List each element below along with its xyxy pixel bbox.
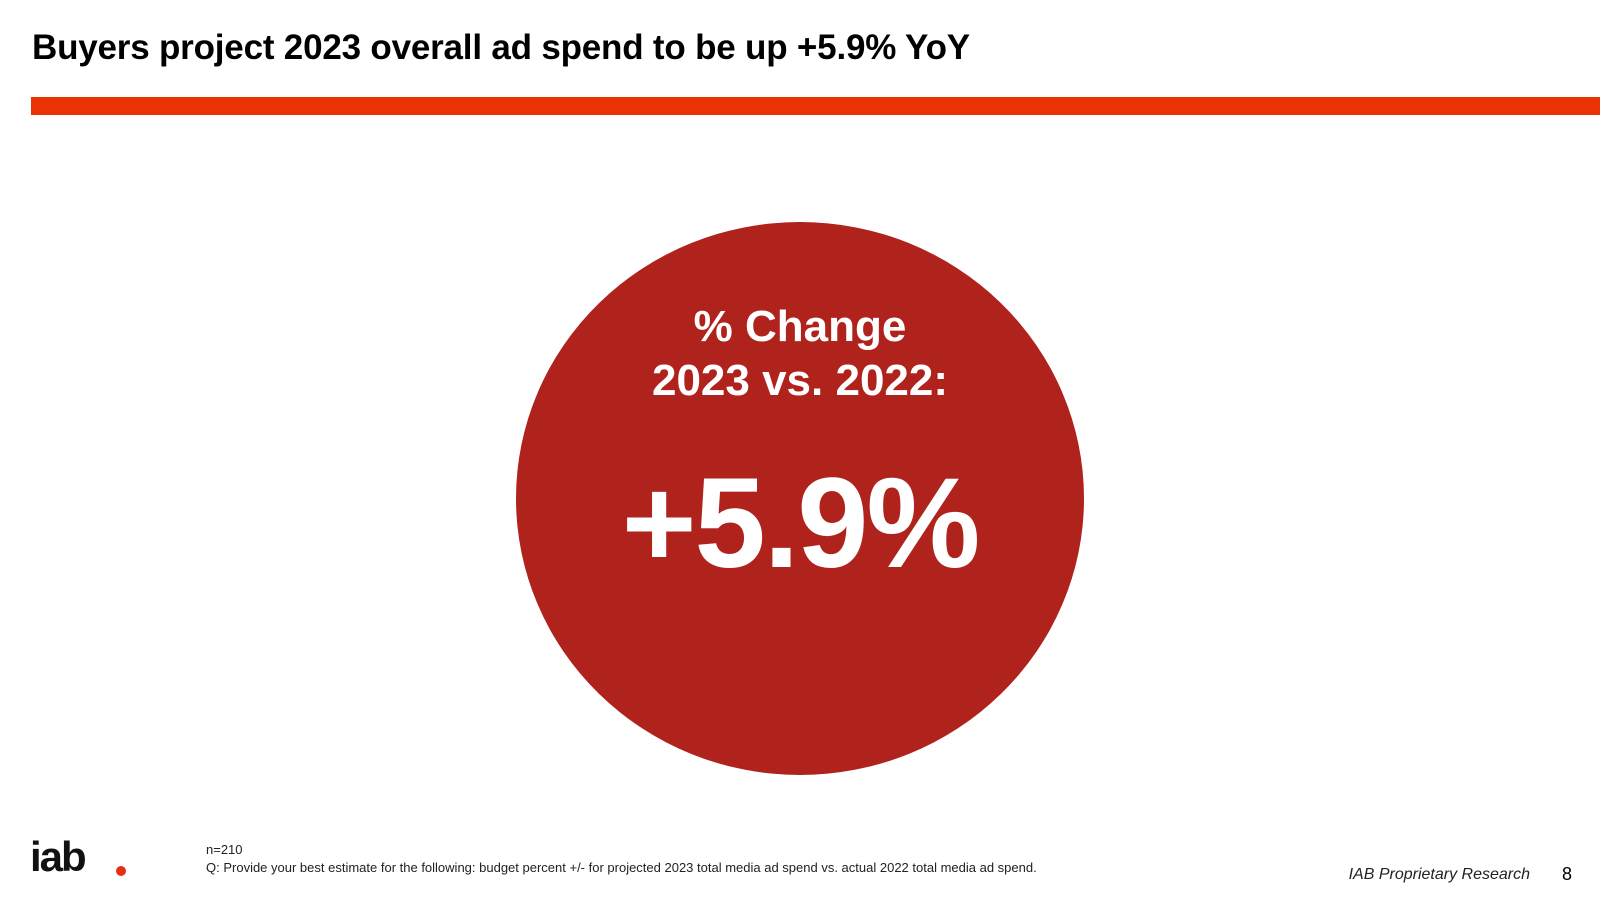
stat-label-line1: % Change — [693, 302, 907, 351]
stat-value: +5.9% — [621, 452, 981, 595]
iab-logo-dot — [116, 866, 126, 876]
iab-logo-text: iab — [30, 833, 87, 880]
iab-logo: iab — [30, 832, 126, 882]
footnote: n=210 Q: Provide your best estimate for … — [206, 841, 1037, 877]
stat-label: % Change 2023 vs. 2022: — [516, 300, 1084, 408]
source-label: IAB Proprietary Research — [1348, 866, 1530, 883]
slide-title: Buyers project 2023 overall ad spend to … — [32, 28, 970, 67]
sample-size: n=210 — [206, 842, 243, 857]
survey-question: Q: Provide your best estimate for the fo… — [206, 860, 1037, 875]
stat-label-line2: 2023 vs. 2022: — [651, 356, 949, 405]
stat-circle: % Change 2023 vs. 2022: +5.9% — [516, 222, 1084, 775]
title-accent-bar — [31, 97, 1600, 115]
page-number: 8 — [1561, 864, 1572, 884]
